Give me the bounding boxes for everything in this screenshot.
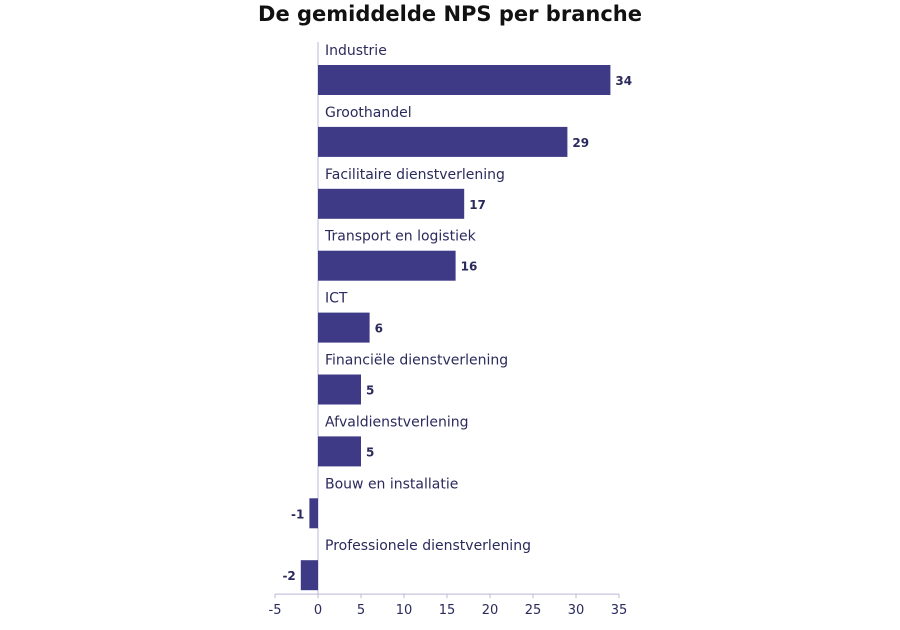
value-label: 6 <box>375 322 383 336</box>
x-tick-label: -5 <box>269 603 282 618</box>
x-tick-label: 10 <box>396 603 413 618</box>
category-label: Transport en logistiek <box>324 229 477 245</box>
x-tick-label: 30 <box>568 603 585 618</box>
category-label: Professionele dienstverlening <box>325 538 531 554</box>
bar <box>318 65 611 95</box>
bar <box>318 126 568 157</box>
bar <box>318 188 465 219</box>
bar <box>309 498 318 529</box>
value-label: 34 <box>615 74 632 88</box>
bar <box>318 436 361 467</box>
category-label: Facilitaire dienstverlening <box>325 167 505 183</box>
chart-title: De gemiddelde NPS per branche <box>258 2 642 26</box>
bar <box>318 374 361 405</box>
category-label: Industrie <box>325 43 387 59</box>
x-tick-label: 20 <box>482 603 499 618</box>
value-label: 29 <box>572 136 589 150</box>
x-tick-label: 35 <box>611 603 628 618</box>
value-label: 17 <box>469 198 486 212</box>
category-label: Bouw en installatie <box>325 476 458 492</box>
category-label: Financiële dienstverlening <box>325 353 508 369</box>
value-label: 5 <box>366 445 374 459</box>
category-label: ICT <box>325 291 348 307</box>
category-label: Afvaldienstverlening <box>325 414 469 430</box>
value-label: -1 <box>291 507 304 521</box>
bar <box>300 560 318 591</box>
value-label: 5 <box>366 384 374 398</box>
category-label: Groothandel <box>325 105 412 121</box>
bar <box>318 312 370 343</box>
value-label: 16 <box>461 260 478 274</box>
x-tick-label: 5 <box>357 603 365 618</box>
x-tick-label: 0 <box>314 603 322 618</box>
bar <box>318 250 456 281</box>
x-tick-label: 15 <box>439 603 456 618</box>
x-tick-label: 25 <box>525 603 542 618</box>
value-label: -2 <box>282 569 295 583</box>
